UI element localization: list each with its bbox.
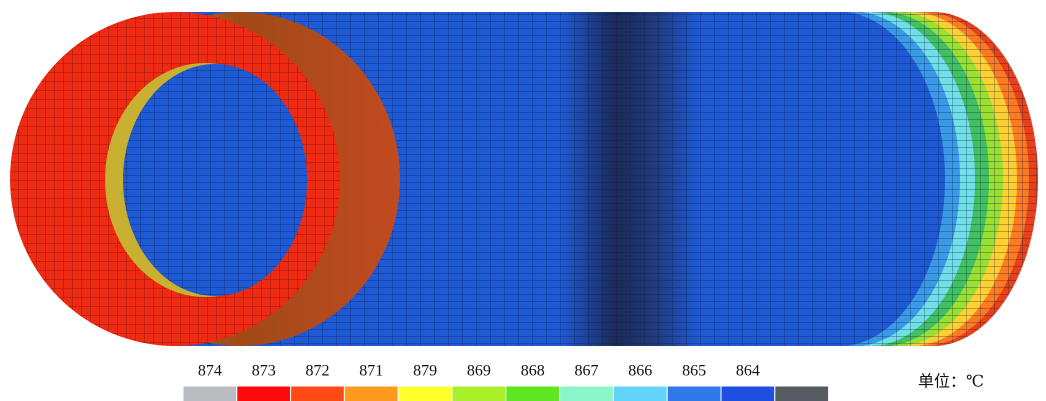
legend-swatch — [452, 386, 506, 401]
legend-swatch — [506, 386, 560, 401]
legend-label: 865 — [682, 363, 706, 380]
legend-label: 874 — [198, 363, 222, 380]
legend-swatch — [398, 386, 452, 401]
legend-swatch — [613, 386, 667, 401]
legend-swatch — [721, 386, 775, 401]
legend-swatch — [560, 386, 614, 401]
unit-label: 单位：℃ — [918, 373, 984, 391]
legend-label: 869 — [467, 363, 491, 380]
legend-swatch — [291, 386, 345, 401]
legend-swatch — [183, 386, 237, 401]
legend-label: 868 — [521, 363, 545, 380]
legend-swatch — [667, 386, 721, 401]
legend-swatch — [775, 386, 829, 401]
legend: 874 873 872 871 879 869 868 867 866 865 864 — [183, 363, 829, 401]
cylinder-model — [10, 12, 1038, 346]
legend-label: 866 — [628, 363, 652, 380]
legend-swatch — [237, 386, 291, 401]
legend-label: 872 — [306, 363, 330, 380]
legend-swatch — [344, 386, 398, 401]
legend-label: 867 — [575, 363, 599, 380]
legend-label: 871 — [359, 363, 383, 380]
figure: 874 873 872 871 879 869 868 867 866 865 864 单位：℃ — [0, 0, 1046, 401]
legend-label: 873 — [252, 363, 276, 380]
legend-label: 864 — [736, 363, 760, 380]
legend-label: 879 — [413, 363, 437, 380]
